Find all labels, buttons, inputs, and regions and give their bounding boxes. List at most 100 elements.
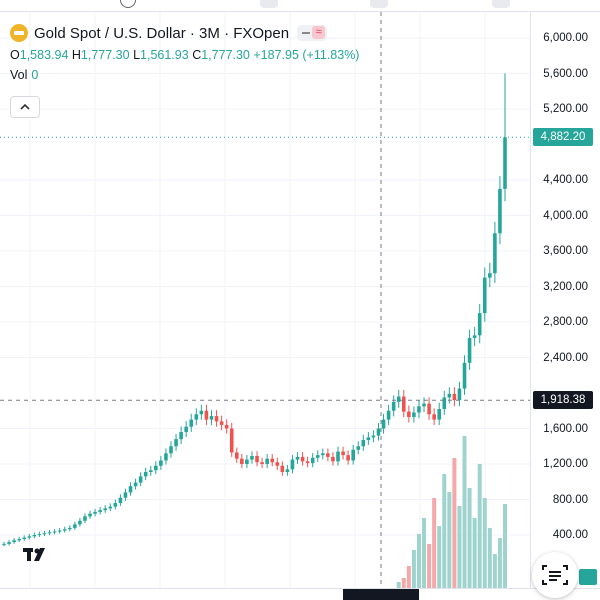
candle-body (417, 406, 421, 413)
open-label: O (10, 48, 20, 62)
candle-body (12, 540, 16, 543)
crosshair-price-tag: 1,918.38 (533, 391, 593, 410)
volume-axis-tag (579, 569, 597, 585)
candle-body (503, 137, 507, 189)
candle-body (376, 428, 381, 436)
price-axis-label: 1,600.00 (543, 422, 588, 435)
candle-body (407, 411, 411, 417)
volume-bar (406, 566, 411, 588)
candle-body (432, 414, 436, 420)
candle-body (27, 536, 32, 538)
candle-body (214, 416, 219, 422)
time-axis[interactable] (0, 588, 600, 600)
candle-body (128, 486, 133, 493)
volume-bar (482, 498, 487, 588)
chart-type-button[interactable] (492, 0, 510, 8)
candle-body (472, 335, 477, 338)
candle-body (305, 461, 310, 464)
price-axis-label: 2,400.00 (543, 351, 588, 364)
candle-body (108, 506, 113, 509)
candle-body (396, 396, 401, 402)
volume-bar (411, 550, 416, 588)
candle-body (315, 455, 320, 458)
legend-actions[interactable]: ≈ (297, 25, 328, 41)
candle-body (442, 397, 447, 409)
candle-body (194, 414, 199, 420)
candle-body (346, 455, 350, 461)
candle-body (169, 446, 173, 454)
candle-body (219, 421, 224, 425)
candle-body (381, 419, 386, 429)
approx-icon[interactable]: ≈ (312, 26, 326, 39)
candle-body (154, 465, 158, 471)
candle-body (371, 435, 376, 438)
candle-body (457, 388, 462, 401)
candle-body (351, 449, 355, 461)
volume-bar (396, 582, 401, 588)
volume-legend: Vol 0 (10, 68, 359, 82)
volume-bar (497, 538, 502, 588)
candle-body (341, 451, 345, 456)
candle-body (295, 456, 300, 460)
top-toolbar (0, 0, 600, 12)
candle-body (47, 532, 52, 534)
candle-body (412, 412, 416, 417)
price-chart[interactable] (0, 12, 530, 588)
symbol-title[interactable]: Gold Spot / U.S. Dollar · 3M · FXOpen (34, 24, 290, 42)
candle-body (148, 470, 153, 472)
candle-body (78, 520, 82, 525)
volume-bar (457, 506, 462, 588)
candle-body (401, 396, 406, 412)
price-axis[interactable]: 4,882.20 1,918.38 6,000.00 5,600.00 5,200.… (530, 12, 600, 588)
price-axis-label: 400.00 (552, 529, 588, 541)
minus-icon[interactable] (302, 32, 311, 34)
candle-body (199, 410, 204, 415)
candle-body (229, 428, 234, 453)
candle-body (7, 542, 11, 544)
price-axis-label: 1,200.00 (543, 458, 588, 470)
low-label: L (133, 48, 141, 62)
candle-body (98, 510, 102, 512)
scan-tool-button[interactable] (532, 552, 578, 598)
volume-bar (467, 488, 472, 588)
price-axis-label: 5,200.00 (543, 103, 588, 115)
candle-body (498, 188, 502, 234)
candle-body (138, 476, 143, 483)
timeframe-button[interactable] (260, 0, 278, 8)
candle-body (143, 471, 148, 477)
candle-body (240, 458, 244, 464)
candle-body (83, 516, 87, 521)
volume-bar (432, 498, 437, 588)
candle-body (224, 424, 229, 429)
candle-body (204, 410, 209, 420)
candle-body (32, 535, 37, 537)
candle-body (62, 529, 67, 531)
candle-body (118, 497, 123, 504)
price-axis-label: 3,200.00 (543, 280, 588, 293)
candle-body (189, 419, 194, 427)
collapse-legend-button[interactable] (10, 96, 40, 118)
candle-body (209, 416, 214, 420)
ohlc-values: O1,583.94 H1,777.30 L1,561.93 C1,777.30 … (10, 48, 359, 62)
candle-body (123, 492, 128, 498)
close-value: 1,777.30 (201, 48, 250, 62)
indicator-button[interactable] (370, 0, 388, 8)
scan-list-icon (542, 565, 568, 585)
chevron-up-icon (20, 103, 30, 110)
volume-bar (472, 518, 477, 588)
candle-body (280, 465, 285, 472)
candle-body (184, 426, 188, 433)
clock-icon[interactable] (120, 0, 136, 8)
candle-body (386, 410, 391, 420)
candle-body (310, 457, 315, 464)
candle-body (37, 534, 42, 536)
candle-body (366, 437, 371, 441)
candle-body (290, 459, 295, 470)
candle-body (467, 337, 472, 363)
low-value: 1,561.93 (140, 48, 189, 62)
candle-body (356, 446, 361, 450)
price-axis-label: 2,800.00 (543, 316, 588, 328)
candle-body (275, 462, 280, 466)
tradingview-logo[interactable] (22, 544, 50, 566)
candle-body (437, 408, 442, 420)
